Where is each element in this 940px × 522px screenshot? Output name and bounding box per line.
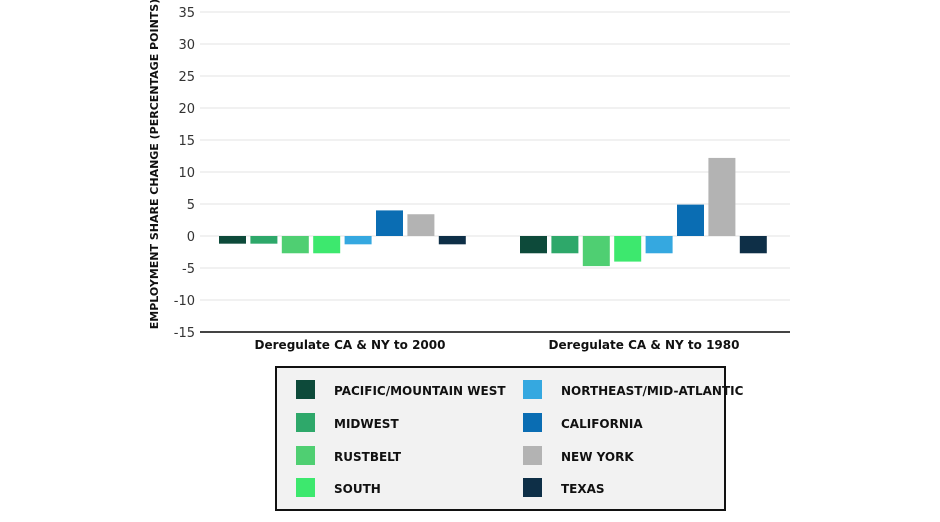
bar (551, 236, 579, 254)
legend-label: CALIFORNIA (561, 417, 643, 431)
y-tick-label: 10 (178, 166, 195, 181)
bar (344, 236, 372, 245)
y-tick-label: 35 (178, 6, 195, 21)
y-axis-ticks: 35 30 25 20 15 10 5 0 -5 -10 -15 (174, 6, 195, 341)
y-tick-label: -5 (182, 262, 195, 277)
legend-label: SOUTH (334, 482, 381, 496)
x-category-label: Deregulate CA & NY to 1980 (549, 338, 740, 352)
y-tick-label: 30 (178, 38, 195, 53)
bar (614, 236, 642, 262)
bar (313, 236, 341, 254)
legend-label: TEXAS (561, 482, 605, 496)
bar (407, 214, 435, 236)
bar (708, 157, 736, 236)
bar (739, 236, 767, 254)
y-tick-label: 25 (178, 70, 195, 85)
y-tick-label: 20 (178, 102, 195, 117)
bar (376, 210, 403, 236)
legend-items: PACIFIC/MOUNTAIN WEST MIDWEST RUSTBELT SOUT… (296, 380, 744, 497)
bar (582, 236, 610, 267)
legend-swatch (523, 380, 542, 399)
legend-label: PACIFIC/MOUNTAIN WEST (334, 384, 506, 398)
y-tick-label: -15 (174, 326, 195, 341)
legend-swatch (523, 446, 542, 465)
y-tick-label: 5 (187, 198, 195, 213)
bar (520, 236, 547, 254)
legend-swatch (296, 446, 315, 465)
bar (281, 236, 309, 254)
legend: PACIFIC/MOUNTAIN WEST MIDWEST RUSTBELT SOUT… (275, 366, 744, 511)
bar (250, 236, 278, 244)
legend-swatch (523, 478, 542, 497)
y-axis-label: EMPLOYMENT SHARE CHANGE (PERCENTAGE POIN… (148, 0, 161, 329)
legend-swatch (296, 478, 315, 497)
bar (645, 236, 673, 254)
legend-label: NORTHEAST/MID-ATLANTIC (561, 384, 744, 398)
bar (219, 236, 246, 244)
legend-label: NEW YORK (561, 450, 634, 464)
bars (219, 157, 767, 267)
y-tick-label: 15 (178, 134, 195, 149)
y-tick-label: 0 (187, 230, 195, 245)
legend-swatch (296, 380, 315, 399)
x-axis-categories: Deregulate CA & NY to 2000 Deregulate CA … (255, 338, 740, 352)
y-tick-label: -10 (174, 294, 195, 309)
bar (438, 236, 466, 245)
bar (677, 204, 704, 236)
legend-swatch (523, 413, 542, 432)
gridlines (200, 11, 790, 301)
x-category-label: Deregulate CA & NY to 2000 (255, 338, 446, 352)
legend-label: RUSTBELT (334, 450, 402, 464)
legend-label: MIDWEST (334, 417, 399, 431)
legend-swatch (296, 413, 315, 432)
legend-box (275, 366, 726, 511)
